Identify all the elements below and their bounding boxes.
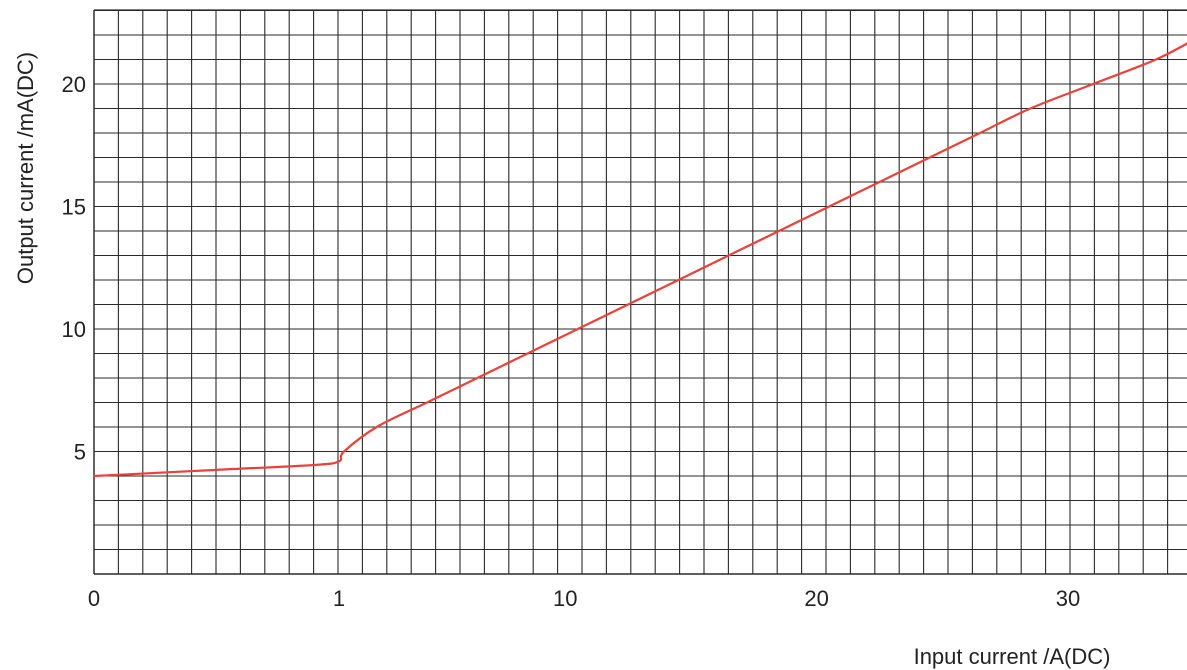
y-axis-title: Output current /mA(DC) [13,52,38,284]
grid [93,9,1187,575]
y-tick-label-3: 20 [62,72,86,97]
x-tick-label-4: 30 [1056,586,1080,611]
x-tick-label-1: 1 [333,586,345,611]
series-line-0 [92,42,1187,478]
x-tick-label-3: 20 [804,586,828,611]
x-axis-title: Input current /A(DC) [914,644,1111,669]
y-tick-label-1: 10 [62,317,86,342]
y-tick-label-0: 5 [74,440,86,465]
x-tick-labels: 0 1 10 20 30 [88,586,1080,611]
x-tick-label-0: 0 [88,586,100,611]
series-layer [92,42,1187,478]
y-tick-label-2: 15 [62,195,86,220]
y-tick-labels: 5 10 15 20 [62,72,86,465]
x-tick-label-2: 10 [553,586,577,611]
